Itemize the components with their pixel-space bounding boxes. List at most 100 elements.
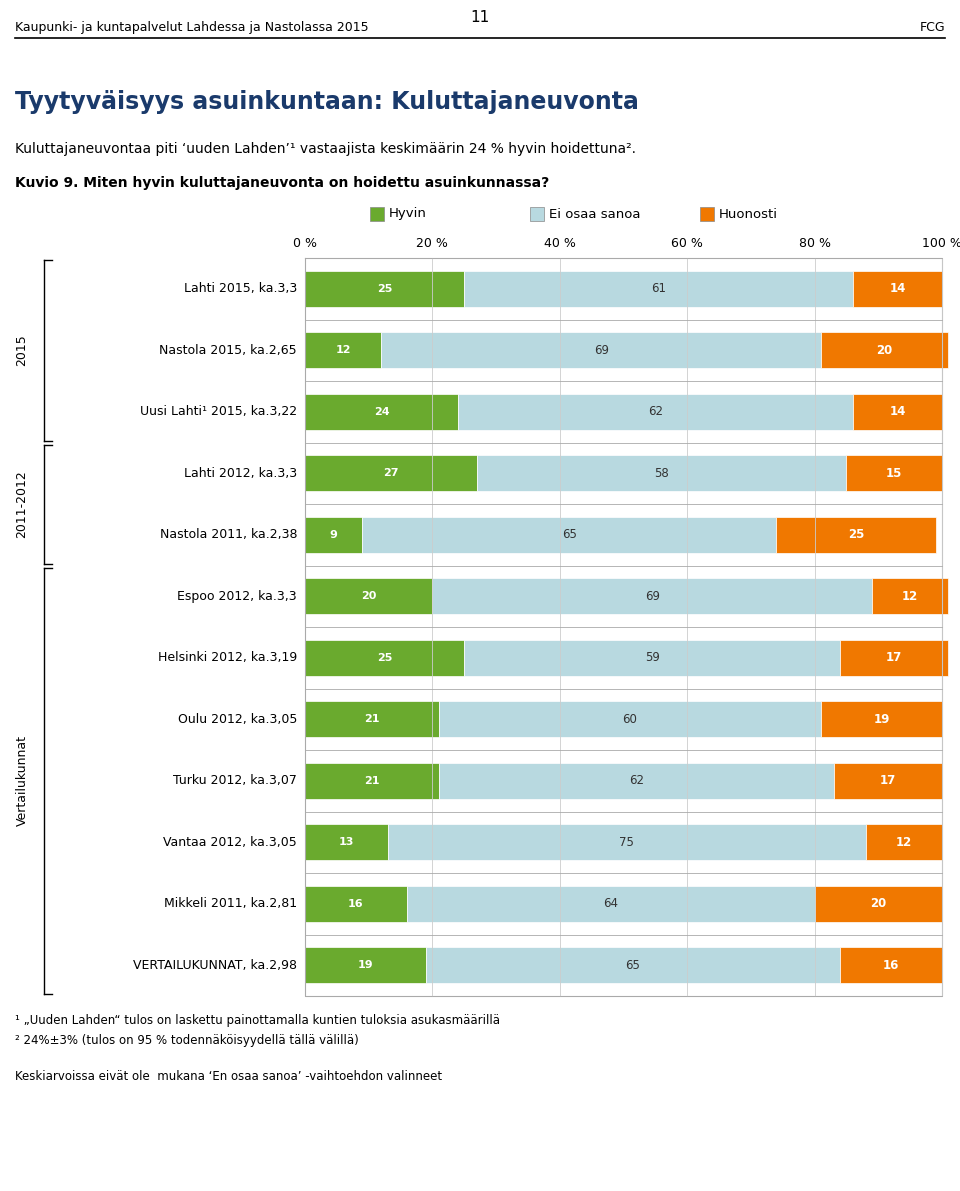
Text: Vertailukunnat: Vertailukunnat (15, 735, 29, 827)
Text: 21: 21 (364, 775, 379, 786)
Bar (305, 455, 477, 491)
Bar (465, 640, 840, 675)
Text: 14: 14 (889, 282, 905, 295)
Text: Keskiarvoissa eivät ole  mukana ‘En osaa sanoa’ -vaihtoehdon valinneet: Keskiarvoissa eivät ole mukana ‘En osaa … (15, 1070, 443, 1083)
Bar (439, 763, 833, 799)
Bar (852, 270, 942, 306)
Bar (465, 270, 852, 306)
Text: 21: 21 (364, 715, 379, 724)
Text: 0 %: 0 % (293, 237, 317, 250)
Text: Kuvio 9. Miten hyvin kuluttajaneuvonta on hoidettu asuinkunnassa?: Kuvio 9. Miten hyvin kuluttajaneuvonta o… (15, 176, 549, 191)
Text: 75: 75 (619, 836, 635, 849)
Text: Kuluttajaneuvontaa piti ‘uuden Lahden’¹ vastaajista keskimäärin 24 % hyvin hoide: Kuluttajaneuvontaa piti ‘uuden Lahden’¹ … (15, 142, 636, 156)
Bar (530, 207, 544, 222)
Text: Oulu 2012, ka.3,05: Oulu 2012, ka.3,05 (178, 712, 297, 725)
Text: Hyvin: Hyvin (389, 207, 427, 220)
Bar (847, 455, 942, 491)
Text: 9: 9 (329, 530, 338, 540)
Bar (426, 947, 840, 983)
Bar (840, 947, 942, 983)
Text: 12: 12 (902, 590, 919, 603)
Text: 100 %: 100 % (922, 237, 960, 250)
Text: Ei osaa sanoa: Ei osaa sanoa (549, 207, 640, 220)
Bar (388, 824, 866, 860)
Bar (833, 763, 942, 799)
Text: Turku 2012, ka.3,07: Turku 2012, ka.3,07 (173, 774, 297, 787)
Text: 25: 25 (377, 653, 393, 662)
Text: Tyytyväisyys asuinkuntaan: Kuluttajaneuvonta: Tyytyväisyys asuinkuntaan: Kuluttajaneuv… (15, 91, 638, 114)
Text: 11: 11 (470, 10, 490, 25)
Text: Vantaa 2012, ka.3,05: Vantaa 2012, ka.3,05 (163, 836, 297, 849)
Text: 64: 64 (603, 897, 618, 910)
Text: 62: 62 (629, 774, 644, 787)
Text: 60 %: 60 % (671, 237, 703, 250)
Bar (439, 701, 821, 737)
Bar (305, 517, 362, 553)
Text: 20: 20 (876, 344, 893, 357)
Bar (305, 270, 465, 306)
Text: 17: 17 (886, 651, 902, 665)
Text: Espoo 2012, ka.3,3: Espoo 2012, ka.3,3 (178, 590, 297, 603)
Text: 69: 69 (645, 590, 660, 603)
Text: Uusi Lahti¹ 2015, ka.3,22: Uusi Lahti¹ 2015, ka.3,22 (140, 405, 297, 418)
Bar (821, 701, 942, 737)
Text: 2015: 2015 (15, 335, 29, 366)
Bar (407, 886, 815, 922)
Bar (305, 701, 439, 737)
Text: Huonosti: Huonosti (719, 207, 778, 220)
Bar (305, 947, 426, 983)
Text: Helsinki 2012, ka.3,19: Helsinki 2012, ka.3,19 (157, 651, 297, 665)
Text: 65: 65 (626, 959, 640, 972)
Text: Lahti 2012, ka.3,3: Lahti 2012, ka.3,3 (184, 467, 297, 480)
Bar (305, 640, 465, 675)
Bar (305, 886, 407, 922)
Text: VERTAILUKUNNAT, ka.2,98: VERTAILUKUNNAT, ka.2,98 (133, 959, 297, 972)
Text: 17: 17 (879, 774, 896, 787)
Bar (840, 640, 948, 675)
Bar (305, 579, 432, 615)
Text: Mikkeli 2011, ka.2,81: Mikkeli 2011, ka.2,81 (164, 897, 297, 910)
Text: 16: 16 (883, 959, 900, 972)
Text: Lahti 2015, ka.3,3: Lahti 2015, ka.3,3 (183, 282, 297, 295)
Text: 2011-2012: 2011-2012 (15, 470, 29, 538)
Bar (305, 763, 439, 799)
Text: 20: 20 (870, 897, 886, 910)
Text: 16: 16 (348, 899, 364, 909)
Bar (872, 579, 948, 615)
Text: Nastola 2011, ka.2,38: Nastola 2011, ka.2,38 (159, 529, 297, 541)
Text: ¹ „Uuden Lahden“ tulos on laskettu painottamalla kuntien tuloksia asukasmäärillä: ¹ „Uuden Lahden“ tulos on laskettu paino… (15, 1014, 500, 1027)
Text: 27: 27 (383, 468, 398, 479)
Text: 65: 65 (562, 529, 577, 541)
Text: 24: 24 (373, 407, 389, 417)
Bar (777, 517, 936, 553)
Bar (477, 455, 847, 491)
Text: 15: 15 (886, 467, 902, 480)
Text: 12: 12 (335, 345, 351, 355)
Bar (432, 579, 872, 615)
Text: Kaupunki- ja kuntapalvelut Lahdessa ja Nastolassa 2015: Kaupunki- ja kuntapalvelut Lahdessa ja N… (15, 21, 369, 35)
Bar (458, 394, 852, 430)
Text: Nastola 2015, ka.2,65: Nastola 2015, ka.2,65 (159, 344, 297, 357)
Text: 58: 58 (655, 467, 669, 480)
Text: 14: 14 (889, 405, 905, 418)
Bar (381, 332, 821, 368)
Bar (821, 332, 948, 368)
Bar (362, 517, 777, 553)
Bar (815, 886, 942, 922)
Text: FCG: FCG (920, 21, 945, 35)
Text: 20: 20 (361, 591, 376, 601)
Bar (700, 207, 714, 222)
Text: 60: 60 (622, 712, 637, 725)
Text: 20 %: 20 % (417, 237, 448, 250)
Bar (866, 824, 942, 860)
Text: 80 %: 80 % (799, 237, 830, 250)
Text: ² 24%±3% (tulos on 95 % todennäköisyydellä tällä välillä): ² 24%±3% (tulos on 95 % todennäköisyydel… (15, 1034, 359, 1047)
Text: 19: 19 (358, 960, 373, 971)
Text: 61: 61 (651, 282, 666, 295)
Text: 19: 19 (874, 712, 890, 725)
Text: 25: 25 (848, 529, 864, 541)
Bar (305, 394, 458, 430)
Text: 62: 62 (648, 405, 662, 418)
Bar (305, 332, 381, 368)
Text: 12: 12 (896, 836, 912, 849)
